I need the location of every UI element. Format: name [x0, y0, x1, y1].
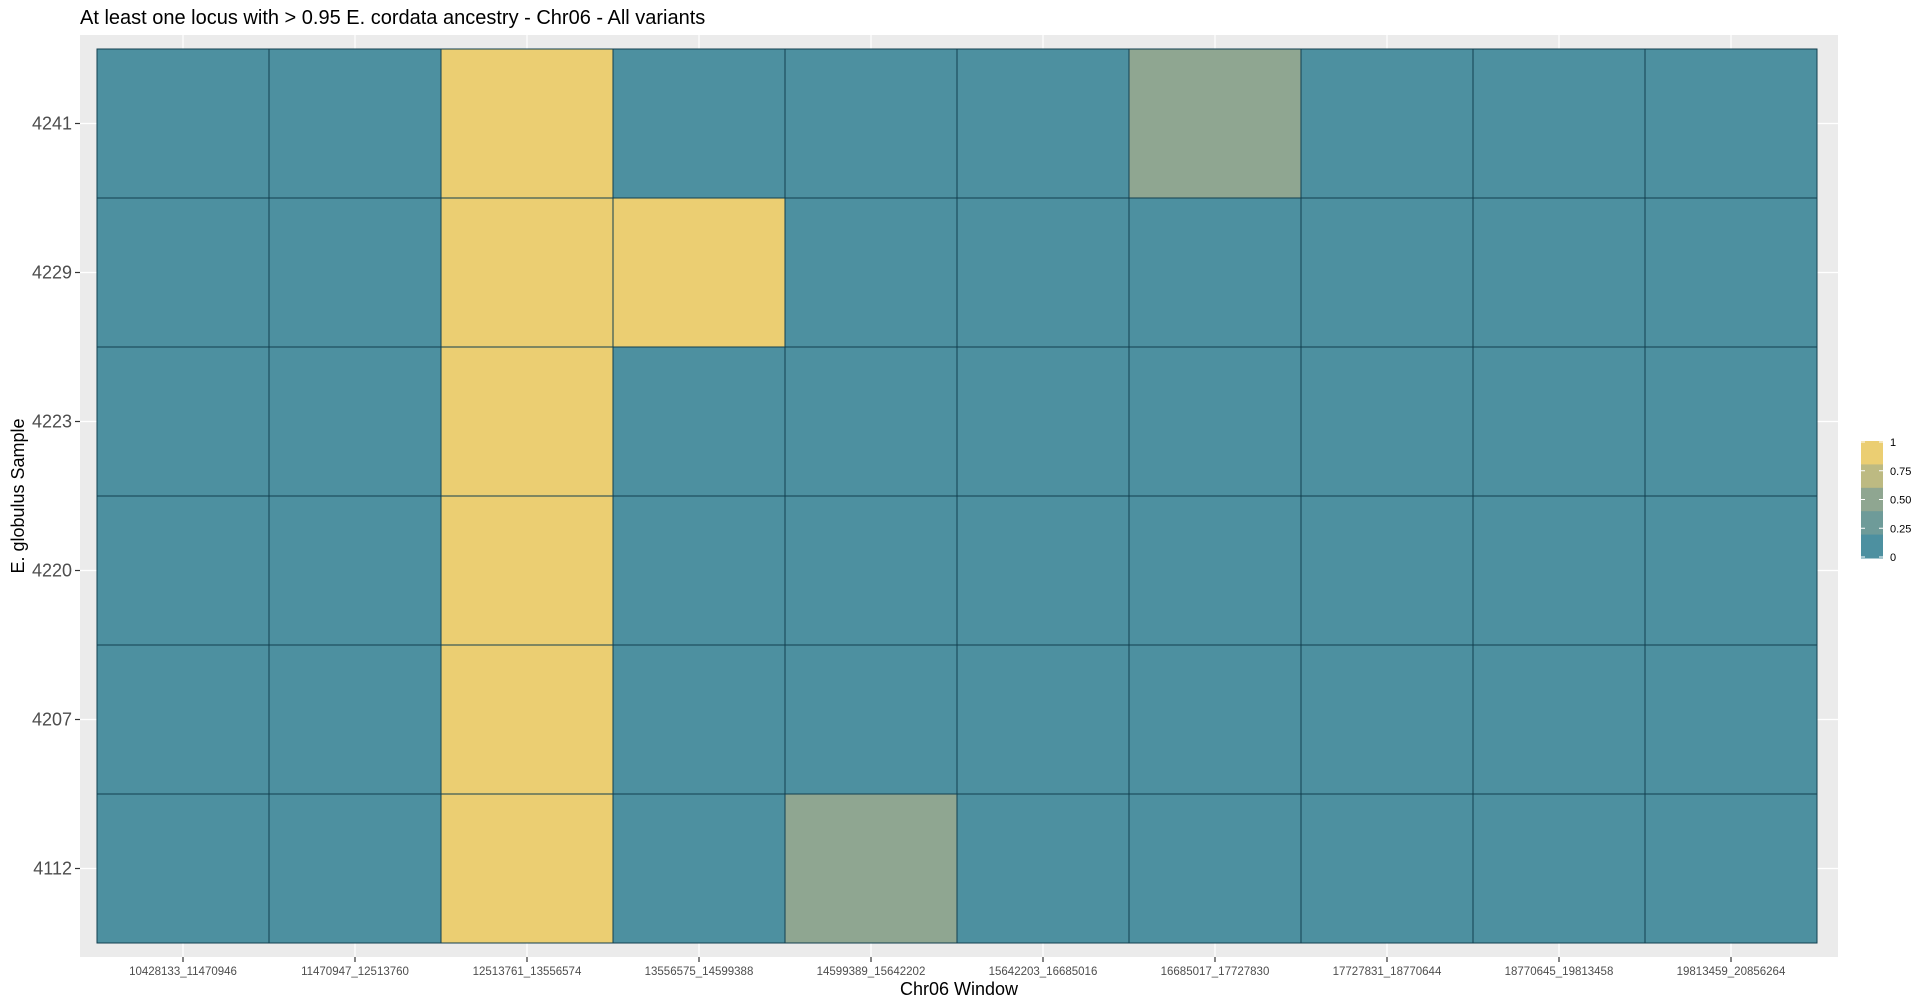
heatmap-cell: [784, 793, 958, 944]
heatmap-cell: [96, 644, 270, 795]
heatmap-cell: [1300, 346, 1474, 497]
x-tick-label: 15642203_16685016: [989, 966, 1098, 978]
heatmap-cell: [268, 197, 442, 348]
y-tick-label: 4229: [32, 263, 72, 283]
heatmap-cell: [268, 48, 442, 199]
heatmap-cell: [1300, 644, 1474, 795]
legend-label: 0: [1890, 552, 1896, 564]
x-tick-label: 14599389_15642202: [817, 966, 926, 978]
x-tick-label: 18770645_19813458: [1505, 966, 1614, 978]
x-axis: 10428133_11470946 11470947_12513760 125137…: [129, 957, 1786, 978]
y-tick-label: 4220: [32, 561, 72, 581]
heatmap-cell: [612, 48, 786, 199]
heatmap-cell: [1300, 495, 1474, 646]
heatmap-cell: [1128, 644, 1302, 795]
y-tick-label: 4112: [33, 859, 72, 879]
y-axis-title: E. globulus Sample: [8, 418, 28, 573]
heatmap-cell: [96, 346, 270, 497]
heatmap-cell: [1300, 197, 1474, 348]
heatmap-cell: [612, 197, 786, 348]
heatmap-cell: [784, 197, 958, 348]
heatmap-cell: [1644, 793, 1818, 944]
heatmap-cell: [96, 793, 270, 944]
heatmap-cell: [96, 495, 270, 646]
heatmap-cell: [612, 346, 786, 497]
x-tick-label: 11470947_12513760: [301, 966, 409, 978]
heatmap-cell: [1472, 197, 1646, 348]
heatmap-cell: [440, 495, 614, 646]
heatmap-cell: [1644, 644, 1818, 795]
heatmap-cell: [1644, 48, 1818, 199]
y-axis: 4241 4229 4223 4220 4207 4112: [32, 114, 80, 879]
legend-color-step: [1861, 464, 1883, 489]
heatmap-cell: [956, 197, 1130, 348]
x-axis-title: Chr06 Window: [900, 979, 1019, 999]
legend-color-step: [1861, 534, 1883, 559]
heatmap-cell: [612, 793, 786, 944]
heatmap-cell: [1644, 346, 1818, 497]
heatmap-cell: [268, 346, 442, 497]
legend-label: 1: [1890, 437, 1896, 449]
heatmap-cell: [1128, 495, 1302, 646]
heatmap-cell: [440, 644, 614, 795]
heatmap-cell: [1644, 495, 1818, 646]
heatmap-cell: [956, 346, 1130, 497]
heatmap-cell: [956, 48, 1130, 199]
heatmap-cell: [1472, 48, 1646, 199]
heatmap-cell: [784, 495, 958, 646]
legend-label: 0.25: [1890, 523, 1911, 535]
y-tick-label: 4207: [32, 710, 72, 730]
legend-color-step: [1861, 487, 1883, 512]
heatmap-cell: [612, 495, 786, 646]
heatmap-cell: [268, 644, 442, 795]
heatmap-cell: [1128, 197, 1302, 348]
heatmap-cell: [612, 644, 786, 795]
heatmap-cell: [1644, 197, 1818, 348]
heatmap-cells: [96, 48, 1818, 944]
y-tick-label: 4241: [32, 114, 72, 134]
heatmap-cell: [96, 197, 270, 348]
chart-title: At least one locus with > 0.95 E. cordat…: [80, 7, 705, 29]
heatmap-cell: [956, 793, 1130, 944]
x-tick-label: 16685017_17727830: [1161, 966, 1270, 978]
legend-color-step: [1861, 441, 1883, 465]
heatmap-cell: [440, 793, 614, 944]
heatmap-cell: [1472, 644, 1646, 795]
x-tick-label: 12513761_13556574: [473, 966, 582, 978]
heatmap-cell: [268, 495, 442, 646]
legend-label: 0.50: [1890, 495, 1911, 507]
heatmap-cell: [956, 644, 1130, 795]
heatmap-cell: [96, 48, 270, 199]
heatmap-cell: [1300, 793, 1474, 944]
heatmap-cell: [1128, 48, 1302, 199]
legend-color-step: [1861, 511, 1883, 536]
heatmap-cell: [440, 346, 614, 497]
heatmap-cell: [1128, 793, 1302, 944]
heatmap-cell: [1472, 793, 1646, 944]
heatmap-cell: [1300, 48, 1474, 199]
x-tick-label: 17727831_18770644: [1333, 966, 1442, 978]
x-tick-label: 10428133_11470946: [129, 966, 237, 978]
heatmap-cell: [956, 495, 1130, 646]
heatmap-cell: [1472, 495, 1646, 646]
heatmap-cell: [268, 793, 442, 944]
heatmap-cell: [1472, 346, 1646, 497]
y-tick-label: 4223: [32, 412, 72, 432]
x-tick-label: 19813459_20856264: [1677, 966, 1786, 978]
heatmap-cell: [440, 48, 614, 199]
legend-label: 0.75: [1890, 466, 1911, 478]
heatmap-cell: [784, 48, 958, 199]
x-tick-label: 13556575_14599388: [645, 966, 754, 978]
heatmap-cell: [784, 346, 958, 497]
heatmap-cell: [440, 197, 614, 348]
heatmap-cell: [784, 644, 958, 795]
heatmap-cell: [1128, 346, 1302, 497]
color-legend: 1 0.75 0.50 0.25 0: [1861, 437, 1911, 564]
